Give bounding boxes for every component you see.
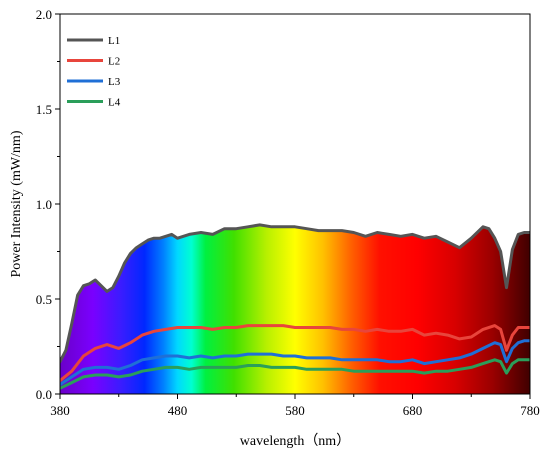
x-tick-label: 480 — [168, 403, 188, 418]
x-tick-label: 680 — [403, 403, 423, 418]
y-axis-ticks: 0.0 0.5 1.0 1.5 2.0 — [36, 7, 60, 402]
legend-label-l3: L3 — [108, 76, 121, 88]
x-tick-label: 580 — [285, 403, 305, 418]
series-line-l2 — [60, 324, 530, 383]
spectrum-fill-layer — [60, 224, 530, 394]
series-line-l3 — [60, 339, 530, 386]
legend-label-l1: L1 — [108, 35, 120, 47]
legend-label-l4: L4 — [108, 97, 121, 109]
series-line-l1 — [60, 223, 530, 364]
y-axis-title: Power Intensity (mW/nm) — [9, 130, 24, 277]
series-layer — [60, 223, 530, 390]
y-tick-label: 0.0 — [36, 387, 52, 402]
x-axis-title: wavelength（nm） — [240, 433, 350, 449]
y-tick-label: 1.0 — [36, 197, 52, 212]
x-tick-label: 780 — [520, 403, 540, 418]
y-tick-label: 0.5 — [36, 292, 52, 307]
legend: L1 L2 L3 L4 — [67, 35, 121, 109]
legend-label-l2: L2 — [108, 56, 120, 68]
spectrum-area — [60, 224, 530, 394]
y-tick-label: 1.5 — [36, 102, 52, 117]
series-line-l4 — [60, 358, 530, 390]
x-axis-ticks: 380 480 580 680 780 — [50, 394, 540, 418]
y-tick-label: 2.0 — [36, 7, 52, 22]
x-tick-label: 380 — [50, 403, 70, 418]
